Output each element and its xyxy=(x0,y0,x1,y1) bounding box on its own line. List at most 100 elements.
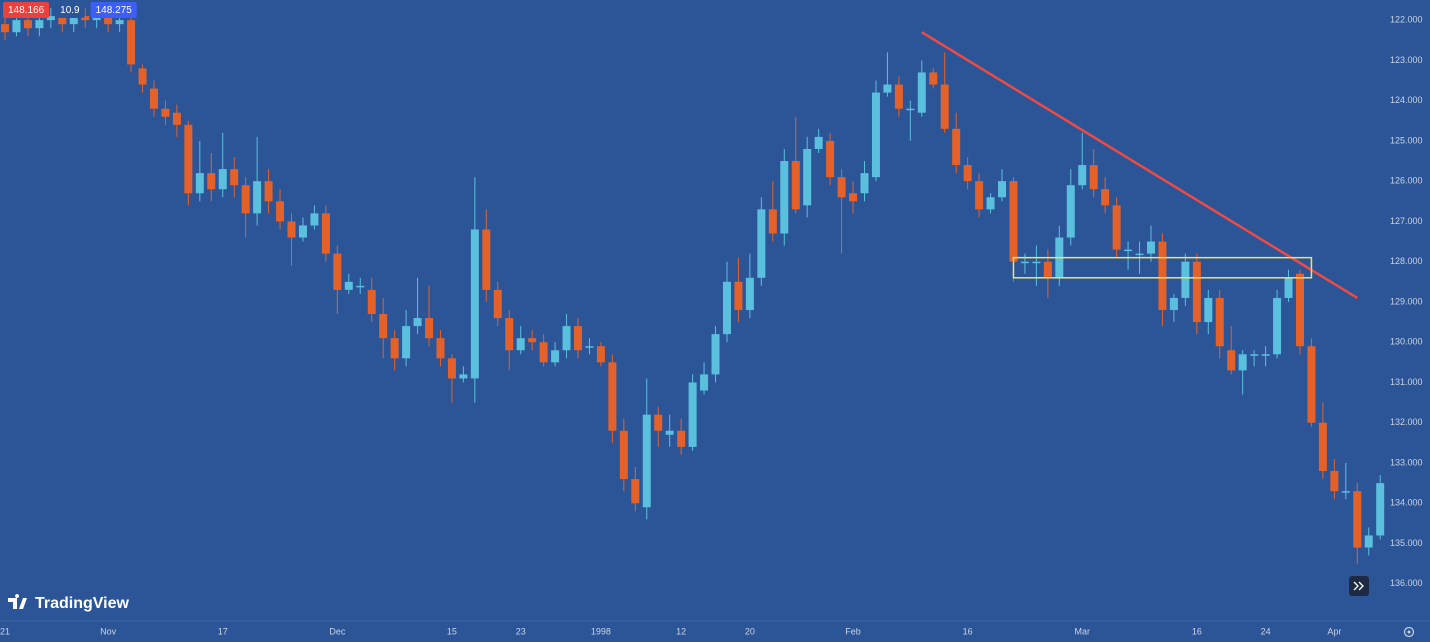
candle-body xyxy=(780,161,789,234)
price-badge-text: 148.166 xyxy=(8,5,45,16)
candle-body xyxy=(963,165,972,182)
candle-body xyxy=(608,362,617,431)
y-tick-label: 125.000 xyxy=(1390,135,1423,145)
candle-body xyxy=(23,20,32,29)
candle-body xyxy=(241,185,250,214)
candle-body xyxy=(264,181,273,202)
candle-body xyxy=(436,338,445,359)
candle-body xyxy=(619,430,628,480)
candle-body xyxy=(207,173,216,190)
candle-body xyxy=(161,108,170,117)
x-tick-label: 16 xyxy=(1192,626,1202,636)
candle-body xyxy=(1112,205,1121,250)
y-tick-label: 134.000 xyxy=(1390,498,1423,508)
candle-body xyxy=(356,285,365,288)
candle-body xyxy=(528,338,537,343)
y-tick-label: 123.000 xyxy=(1390,55,1423,65)
candle-body xyxy=(849,193,858,202)
candle-body xyxy=(975,181,984,210)
y-tick-label: 127.000 xyxy=(1390,216,1423,226)
candle-body xyxy=(92,16,101,21)
candle-body xyxy=(35,20,44,29)
candle-body xyxy=(917,72,926,113)
x-tick-label: 23 xyxy=(516,626,526,636)
candle-body xyxy=(1089,165,1098,190)
candle-body xyxy=(1227,350,1236,371)
candle-body xyxy=(883,84,892,93)
candle-body xyxy=(700,374,709,391)
candle-body xyxy=(722,281,731,335)
candle-body xyxy=(310,213,319,226)
candle-body xyxy=(447,358,456,379)
candle-body xyxy=(104,16,113,25)
y-tick-label: 126.000 xyxy=(1390,176,1423,186)
candle-body xyxy=(459,374,468,379)
candle-body xyxy=(906,108,915,111)
candle-body xyxy=(470,229,479,379)
candle-body xyxy=(367,289,376,315)
price-badge: 10.9 xyxy=(55,2,85,18)
candle-body xyxy=(539,342,548,363)
y-tick-label: 131.000 xyxy=(1390,377,1423,387)
candle-body xyxy=(195,173,204,194)
candle-body xyxy=(1169,297,1178,310)
scroll-icon[interactable] xyxy=(1353,581,1364,591)
candle-body xyxy=(127,20,136,65)
candle-body xyxy=(757,209,766,278)
candle-body xyxy=(929,72,938,85)
candle-body xyxy=(814,136,823,149)
candle-body xyxy=(860,173,869,194)
candle-body xyxy=(115,20,124,25)
y-tick-label: 133.000 xyxy=(1390,457,1423,467)
settings-button[interactable] xyxy=(1403,626,1415,638)
price-badge-bg xyxy=(90,2,137,18)
candle-body xyxy=(505,318,514,351)
candle-body xyxy=(1043,261,1052,278)
scroll-button[interactable] xyxy=(1349,576,1369,596)
candle-body xyxy=(940,84,949,129)
candle-body xyxy=(321,213,330,254)
candle-body xyxy=(631,479,640,504)
candle-body xyxy=(1215,297,1224,347)
x-tick-label: 15 xyxy=(447,626,457,636)
candle-body xyxy=(745,277,754,310)
candle-body xyxy=(711,334,720,375)
price-badge-bg xyxy=(3,2,50,18)
candle-body xyxy=(482,229,491,290)
candle-body xyxy=(253,181,262,214)
candle-body xyxy=(172,112,181,125)
candle-body xyxy=(1032,261,1041,264)
candle-body xyxy=(1181,261,1190,298)
candle-body xyxy=(803,148,812,206)
candle-body xyxy=(149,88,158,109)
candle-body xyxy=(562,326,571,351)
candle-body xyxy=(574,326,582,351)
candle-body xyxy=(12,20,21,33)
candle-body xyxy=(333,253,342,290)
settings-icon[interactable] xyxy=(1403,626,1415,638)
candle-body xyxy=(1273,297,1282,355)
price-badge: 148.275 xyxy=(90,2,137,18)
candle-body xyxy=(1101,189,1110,206)
price-badge-text: 148.275 xyxy=(96,5,133,16)
scroll-button-bg[interactable] xyxy=(1349,576,1369,596)
candle-body xyxy=(69,16,78,25)
settings-icon-dot[interactable] xyxy=(1407,630,1411,634)
candle-body xyxy=(1192,261,1201,323)
x-tick-label: 17 xyxy=(218,626,228,636)
y-tick-label: 129.000 xyxy=(1390,296,1423,306)
y-tick-label: 128.000 xyxy=(1390,256,1423,266)
candle-body xyxy=(768,209,777,234)
candle-body xyxy=(218,169,227,190)
candle-body xyxy=(791,161,800,210)
x-tick-label: 24 xyxy=(1261,626,1271,636)
candle-body xyxy=(1066,185,1075,238)
candle-body xyxy=(585,346,594,348)
y-tick-label: 135.000 xyxy=(1390,538,1423,548)
candle-body xyxy=(379,314,388,339)
x-tick-label: Apr xyxy=(1327,626,1341,636)
logo: TradingView xyxy=(8,594,130,612)
candle-body xyxy=(1364,535,1373,548)
